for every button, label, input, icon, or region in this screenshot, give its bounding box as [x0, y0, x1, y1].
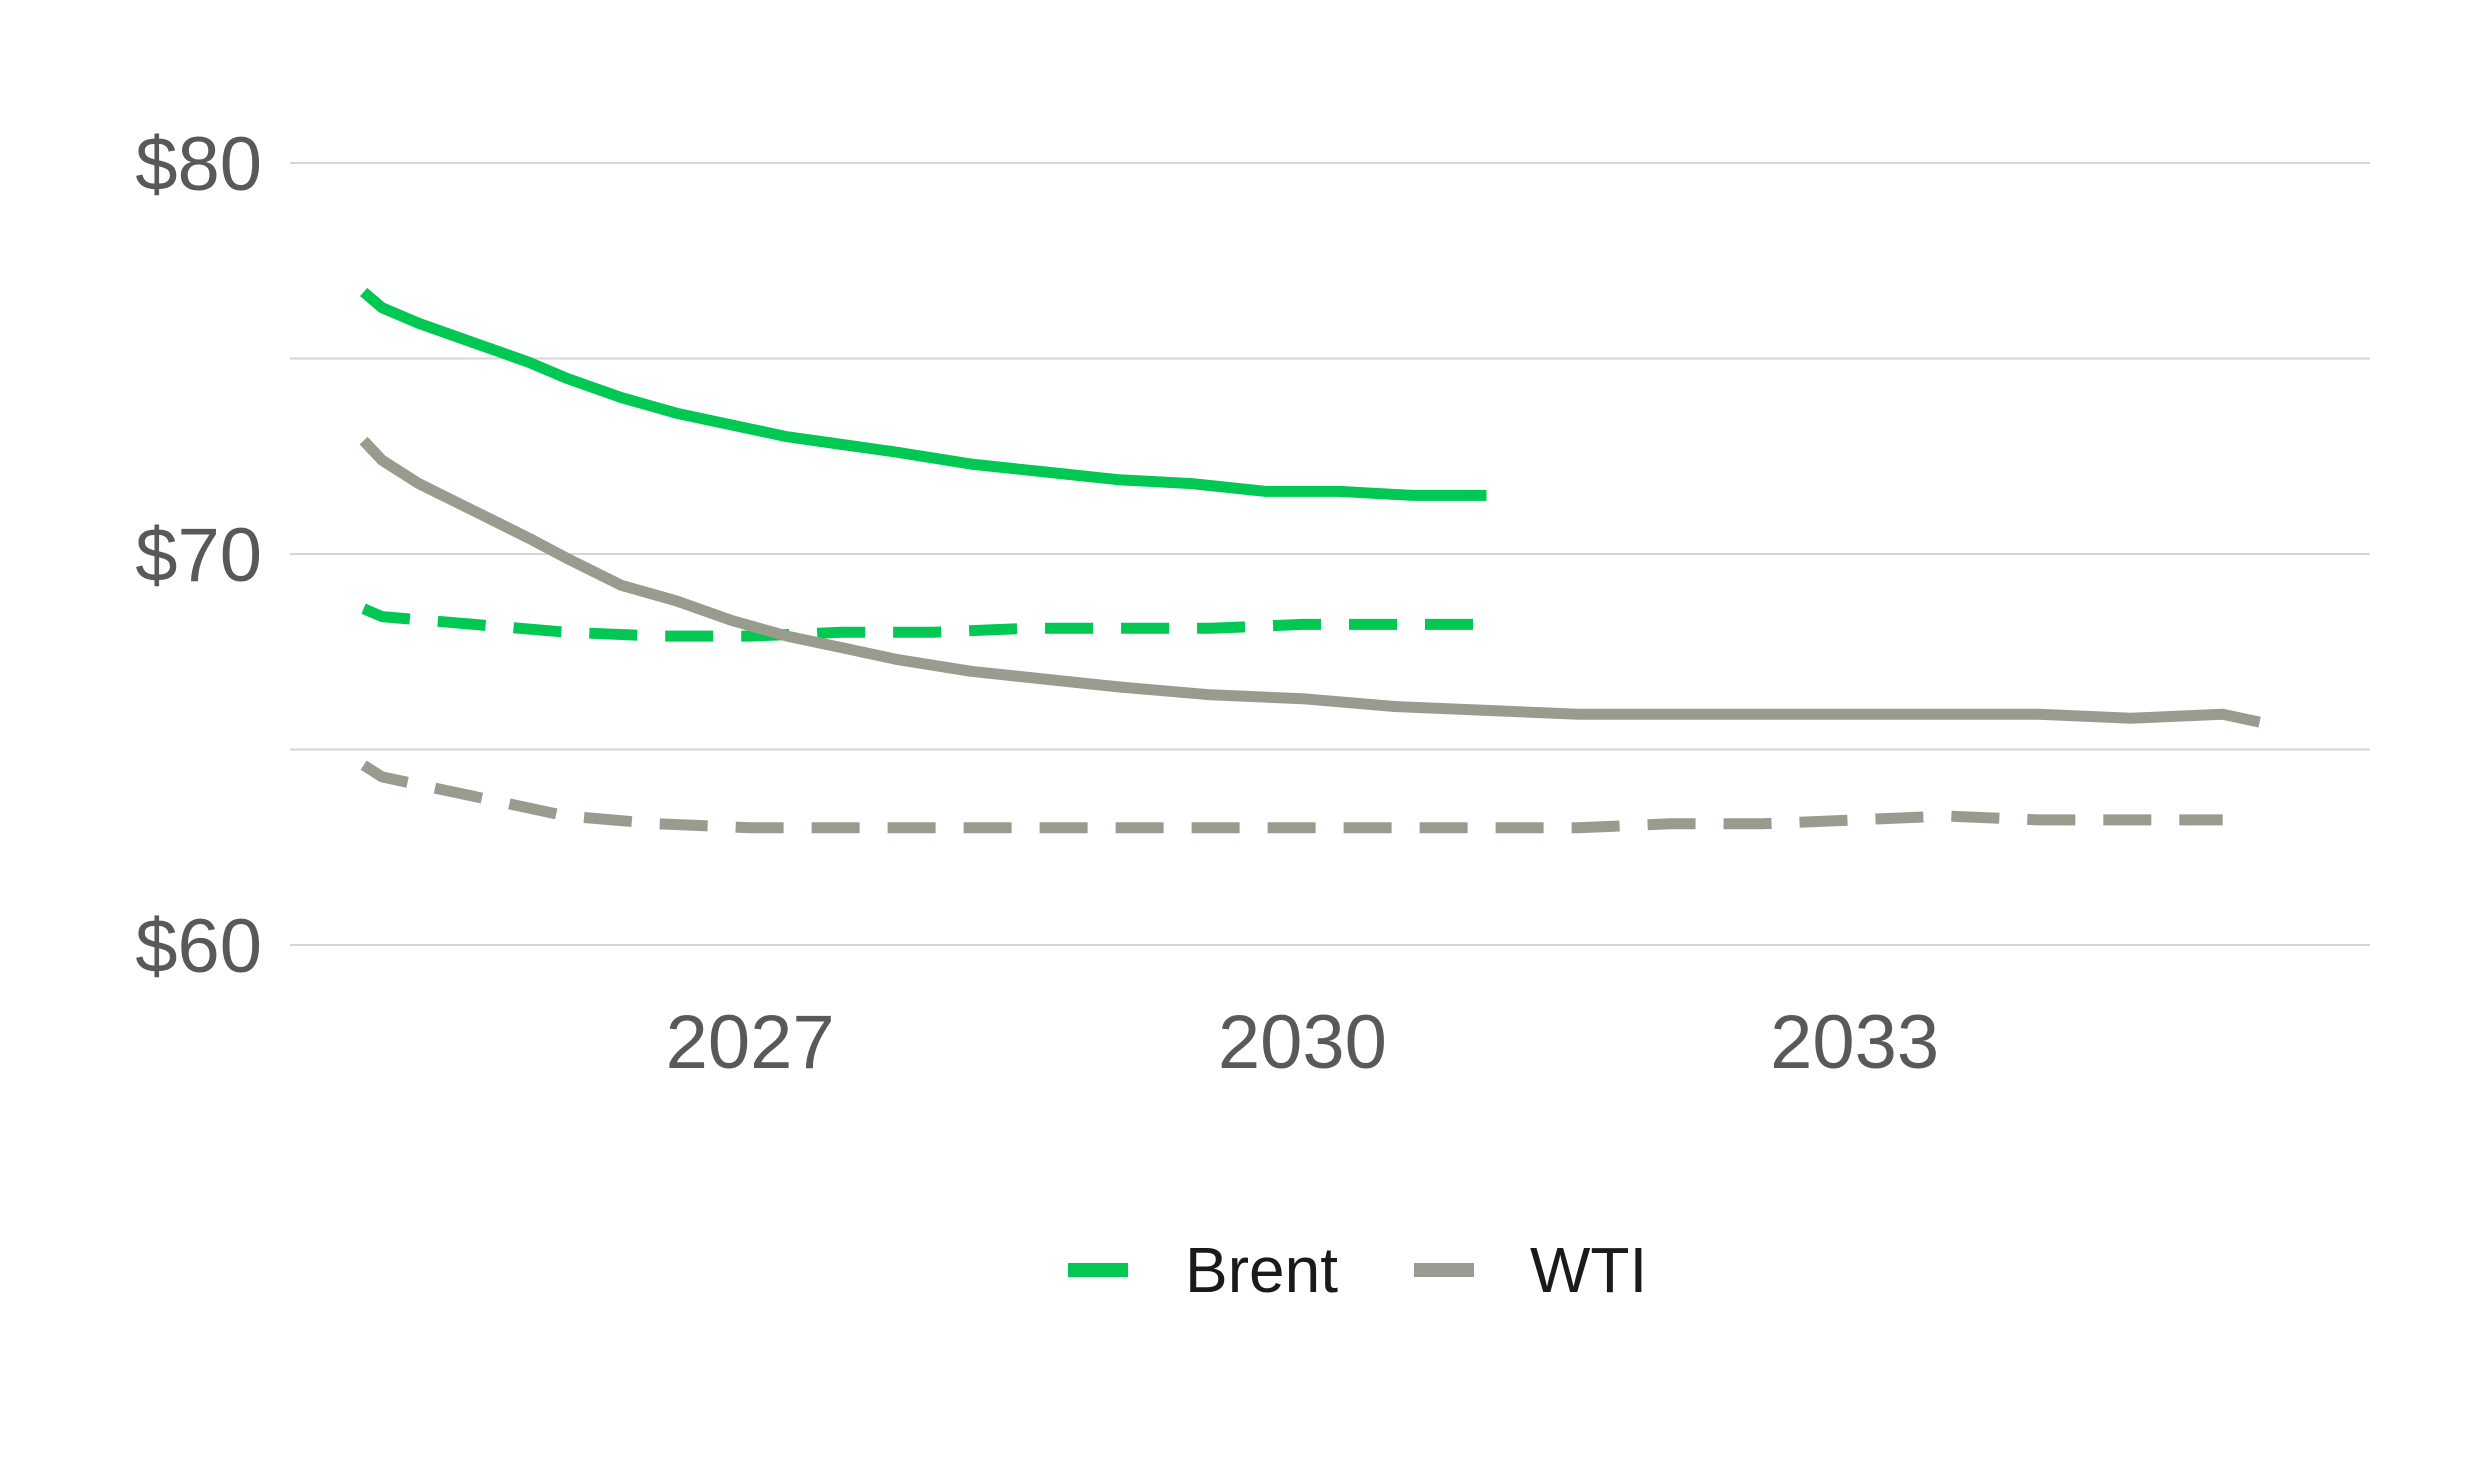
legend: Brent WTI [1068, 1234, 1647, 1306]
y-tick-label: $60 [135, 904, 262, 989]
y-tick-label: $80 [135, 122, 262, 207]
series-line-brent-dashed [361, 603, 1487, 642]
x-axis-ticks: 2027 2030 2033 [666, 1000, 1940, 1085]
x-tick-label: 2027 [666, 1000, 835, 1085]
series-line-wti-solid [359, 436, 2261, 728]
legend-label-wti: WTI [1530, 1234, 1647, 1306]
y-axis-ticks: $60 $70 $80 [135, 122, 262, 989]
y-tick-label: $70 [135, 513, 262, 598]
x-tick-label: 2033 [1770, 1000, 1939, 1085]
series-line-brent-solid [360, 287, 1487, 501]
series-line-wti-dashed [360, 760, 2223, 834]
gridlines [290, 162, 2370, 946]
legend-label-brent: Brent [1185, 1234, 1338, 1306]
x-tick-label: 2030 [1218, 1000, 1387, 1085]
series-lines [359, 287, 2261, 834]
